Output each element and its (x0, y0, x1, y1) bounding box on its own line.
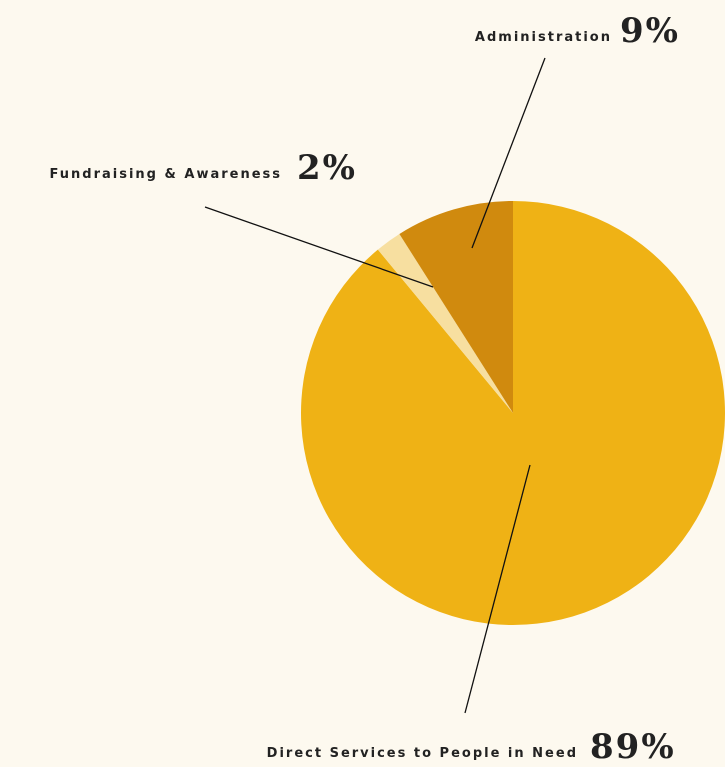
leader-line (464, 464, 531, 714)
pie-slice (377, 234, 513, 413)
slice-label: Direct Services to People in Need (267, 746, 578, 761)
slice-label: Administration (475, 30, 612, 45)
slice-label: Fundraising & Awareness (50, 167, 282, 182)
leader-line (204, 206, 434, 288)
value-label: 9% (620, 11, 680, 51)
pie-slice (399, 201, 513, 413)
leader-line (471, 57, 546, 249)
value-label: 2% (297, 148, 357, 188)
value-label: 89% (590, 727, 676, 767)
